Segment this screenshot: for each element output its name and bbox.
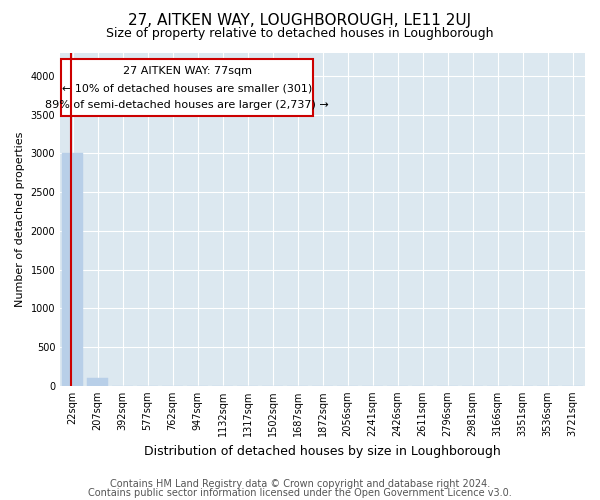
Text: Contains HM Land Registry data © Crown copyright and database right 2024.: Contains HM Land Registry data © Crown c… <box>110 479 490 489</box>
Bar <box>87 378 108 386</box>
Text: ← 10% of detached houses are smaller (301): ← 10% of detached houses are smaller (30… <box>62 84 312 94</box>
Y-axis label: Number of detached properties: Number of detached properties <box>15 132 25 307</box>
Text: Size of property relative to detached houses in Loughborough: Size of property relative to detached ho… <box>106 28 494 40</box>
Text: 27 AITKEN WAY: 77sqm: 27 AITKEN WAY: 77sqm <box>122 66 251 76</box>
Text: 89% of semi-detached houses are larger (2,737) →: 89% of semi-detached houses are larger (… <box>45 100 329 110</box>
Text: 27, AITKEN WAY, LOUGHBOROUGH, LE11 2UJ: 27, AITKEN WAY, LOUGHBOROUGH, LE11 2UJ <box>128 12 472 28</box>
FancyBboxPatch shape <box>61 58 313 116</box>
Text: Contains public sector information licensed under the Open Government Licence v3: Contains public sector information licen… <box>88 488 512 498</box>
Bar <box>62 154 83 386</box>
X-axis label: Distribution of detached houses by size in Loughborough: Distribution of detached houses by size … <box>144 444 501 458</box>
